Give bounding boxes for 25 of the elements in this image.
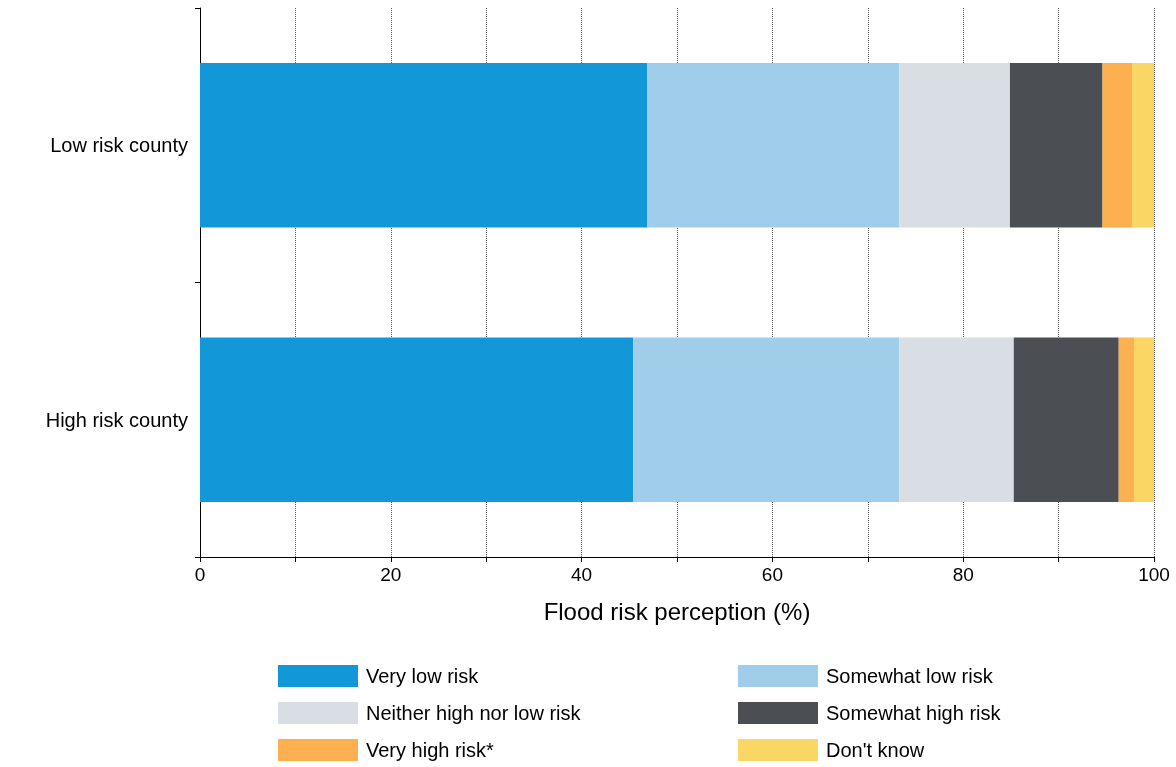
x-tick-label: 20 bbox=[380, 564, 402, 585]
legend-label: Don't know bbox=[826, 738, 925, 762]
bar bbox=[1118, 337, 1134, 503]
bar bbox=[200, 337, 634, 503]
bar bbox=[899, 337, 1014, 503]
bar bbox=[647, 62, 900, 228]
bar bbox=[1133, 337, 1154, 503]
legend-label: Somewhat high risk bbox=[826, 701, 1001, 725]
legend-label: Somewhat low risk bbox=[826, 664, 993, 688]
legend-label: Neither high nor low risk bbox=[366, 701, 581, 725]
bar bbox=[1102, 62, 1133, 228]
x-tick-label: 40 bbox=[571, 564, 593, 585]
x-axis-title: Flood risk perception (%) bbox=[543, 597, 811, 625]
x-tick-label: 0 bbox=[194, 564, 206, 585]
bar bbox=[200, 62, 648, 228]
legend-label: Very high risk* bbox=[366, 738, 494, 762]
x-tick-label: 60 bbox=[761, 564, 783, 585]
y-tick-label: High risk county bbox=[45, 408, 188, 431]
bar bbox=[633, 337, 900, 503]
bar bbox=[899, 62, 1010, 228]
y-tick-label: Low risk county bbox=[50, 134, 188, 157]
legend-label: Very low risk bbox=[366, 664, 479, 688]
x-tick-label: 80 bbox=[952, 564, 974, 585]
x-tick-label: 100 bbox=[1138, 564, 1170, 585]
bar bbox=[1132, 62, 1154, 228]
